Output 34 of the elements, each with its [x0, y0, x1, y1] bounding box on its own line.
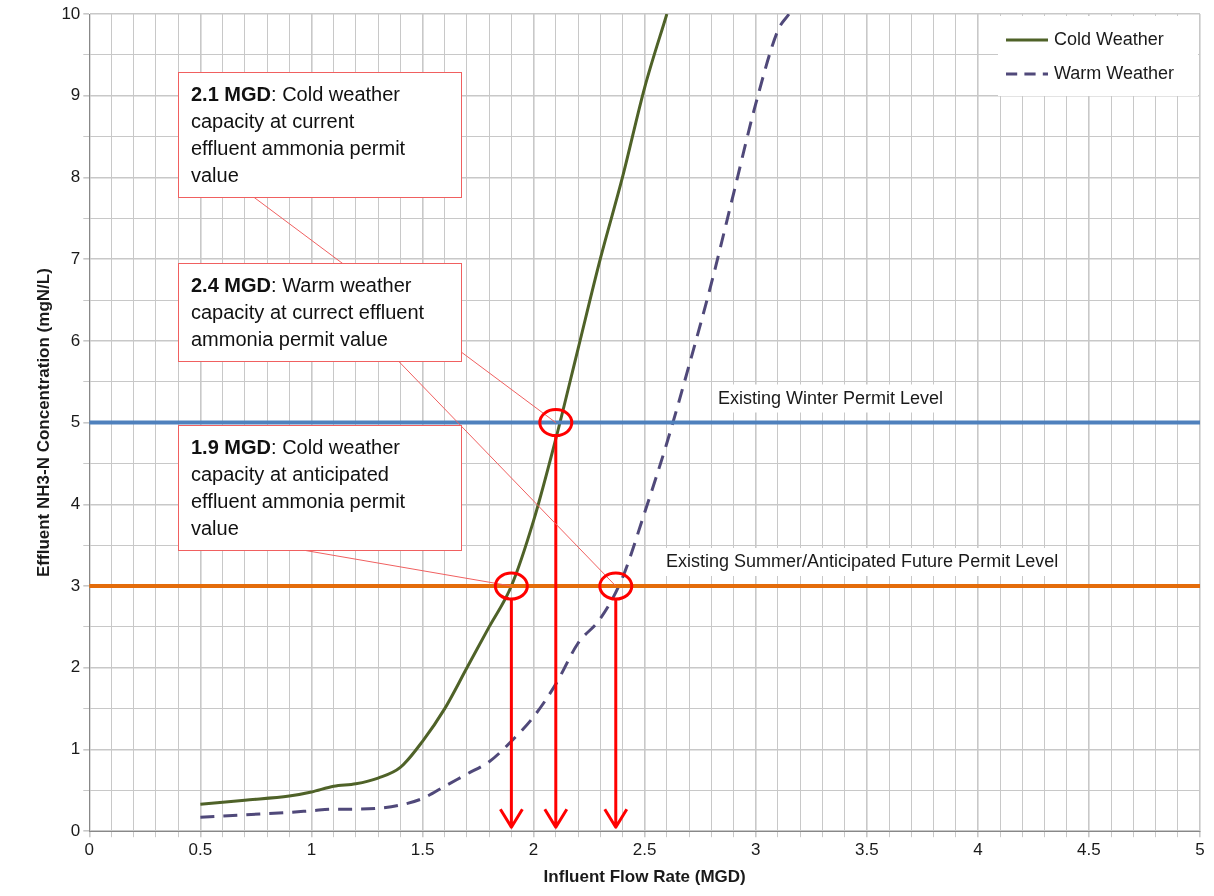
- y-tick-label: 0: [70, 820, 81, 840]
- ref-line-label: Existing Summer/Anticipated Future Permit Level: [666, 551, 1059, 572]
- annotation: 2.4 MGD: Warm weather capacity at currect effluent ammonia permit value: [191, 274, 425, 350]
- callout-box: 2.4 MGD: Warm weather capacity at currect effluent ammonia permit value: [178, 263, 462, 362]
- x-tick-label: 3: [750, 840, 761, 860]
- callout-box: 1.9 MGD: Cold weather capacity at anticipated effluent ammonia permit value: [178, 425, 462, 551]
- x-tick-label: 2.5: [632, 840, 657, 860]
- x-tick-label: 4.5: [1077, 840, 1101, 860]
- x-tick-label: 0: [84, 840, 95, 860]
- y-tick-label: 4: [70, 494, 81, 514]
- x-tick-label: 1: [306, 840, 317, 860]
- y-tick-label: 8: [70, 167, 81, 187]
- annotation: 2.1 MGD: Cold weather capacity at current effluent ammonia permit value: [191, 83, 406, 186]
- y-tick-label: 1: [70, 739, 81, 759]
- y-tick-label: 6: [70, 330, 81, 350]
- legend-label: Cold Weather: [1054, 28, 1164, 49]
- y-tick-label: 2: [70, 657, 81, 677]
- annotation: 1.9 MGD: Cold weather capacity at anticipated effluent ammonia permit value: [191, 436, 406, 539]
- callout-box: 2.1 MGD: Cold weather capacity at current effluent ammonia permit value: [178, 72, 462, 198]
- y-tick-label: 9: [70, 85, 81, 105]
- x-tick-label: 0.5: [188, 840, 213, 860]
- x-tick-label: 2: [528, 840, 539, 860]
- x-tick-label: 5: [1195, 840, 1205, 860]
- y-axis-title: Effluent NH3-N Concentration (mgN/L): [33, 268, 53, 578]
- y-tick-label: 7: [70, 248, 81, 268]
- x-axis-title: Influent Flow Rate (MGD): [543, 867, 746, 887]
- y-tick-label: 5: [70, 412, 81, 432]
- x-tick-label: 1.5: [410, 840, 435, 860]
- ref-line-label: Existing Winter Permit Level: [718, 387, 944, 408]
- legend-label: Warm Weather: [1054, 62, 1175, 83]
- y-tick-label: 3: [70, 575, 81, 595]
- x-tick-label: 4: [973, 840, 983, 860]
- x-tick-label: 3.5: [854, 840, 879, 860]
- y-tick-label: 10: [61, 3, 81, 23]
